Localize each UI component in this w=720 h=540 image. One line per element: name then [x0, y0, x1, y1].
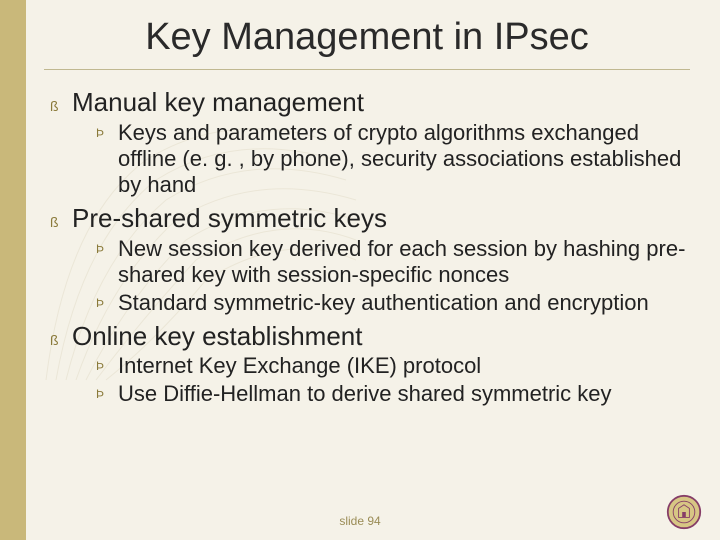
university-seal-icon — [666, 494, 702, 530]
bullet-level1: ß — [50, 98, 72, 114]
bullet-level2: Þ — [96, 120, 118, 140]
sub-list: Þ Internet Key Exchange (IKE) protocol Þ… — [50, 353, 690, 407]
sub-list: Þ New session key derived for each sessi… — [50, 236, 690, 316]
slide-number: slide 94 — [0, 514, 720, 528]
section-heading: Manual key management — [72, 88, 364, 118]
sub-item: Þ Keys and parameters of crypto algorith… — [96, 120, 690, 198]
bullet-level1: ß — [50, 332, 72, 348]
sub-text: Internet Key Exchange (IKE) protocol — [118, 353, 481, 379]
sub-item: Þ New session key derived for each sessi… — [96, 236, 690, 288]
section-heading-row: ß Online key establishment — [50, 322, 690, 352]
bullet-level1: ß — [50, 214, 72, 230]
bullet-level2: Þ — [96, 353, 118, 373]
bullet-level2: Þ — [96, 236, 118, 256]
sub-item: Þ Use Diffie-Hellman to derive shared sy… — [96, 381, 690, 407]
sub-text: New session key derived for each session… — [118, 236, 690, 288]
section-heading: Pre-shared symmetric keys — [72, 204, 387, 234]
bullet-level2: Þ — [96, 381, 118, 401]
sub-text: Use Diffie-Hellman to derive shared symm… — [118, 381, 612, 407]
sub-text: Keys and parameters of crypto algorithms… — [118, 120, 690, 198]
section-block: ß Online key establishment Þ Internet Ke… — [44, 322, 690, 408]
sub-item: Þ Standard symmetric-key authentication … — [96, 290, 690, 316]
left-accent-bar — [0, 0, 26, 540]
bullet-level2: Þ — [96, 290, 118, 310]
sub-text: Standard symmetric-key authentication an… — [118, 290, 649, 316]
section-heading-row: ß Pre-shared symmetric keys — [50, 204, 690, 234]
section-block: ß Pre-shared symmetric keys Þ New sessio… — [44, 204, 690, 316]
slide-content: Key Management in IPsec ß Manual key man… — [26, 0, 720, 540]
section-heading-row: ß Manual key management — [50, 88, 690, 118]
sub-item: Þ Internet Key Exchange (IKE) protocol — [96, 353, 690, 379]
section-block: ß Manual key management Þ Keys and param… — [44, 88, 690, 198]
section-heading: Online key establishment — [72, 322, 362, 352]
slide-title: Key Management in IPsec — [44, 12, 690, 70]
sub-list: Þ Keys and parameters of crypto algorith… — [50, 120, 690, 198]
